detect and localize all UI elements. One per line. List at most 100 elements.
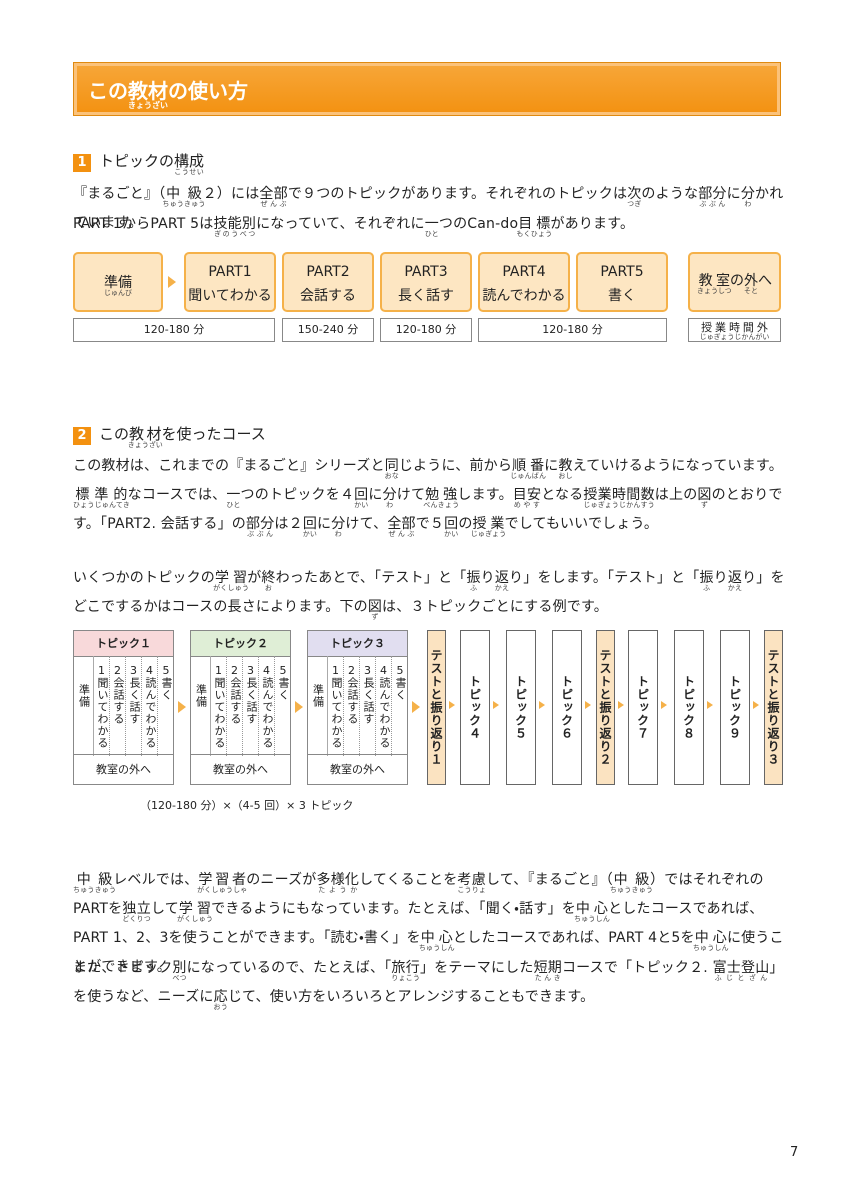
ruby-reading: じゅんび	[104, 289, 132, 297]
sequence-label: トピック９	[727, 675, 742, 740]
part-column: 2 会話する	[227, 656, 243, 756]
paragraph: この教材は、これまでの『まるごと』シリーズと同おなじように、前から順番じゅんばん…	[73, 452, 785, 539]
ruby-reading: じゅぎょう	[470, 530, 507, 538]
arrow	[295, 701, 303, 713]
ruby-base: 中心	[692, 930, 729, 946]
part-label: PART5	[600, 264, 644, 280]
paragraph: 『まるごと』（中級ちゅうきゅう２）には全部ぜんぶで９つのトピックがあります。それ…	[73, 180, 785, 238]
sequence-box: トピック７	[628, 630, 658, 785]
ruby-reading: おう	[213, 1003, 228, 1011]
sequence-label: トピック８	[681, 675, 696, 740]
duration: 150-240 分	[282, 318, 374, 342]
section-title: この教材きょうざいを使ったコース	[99, 423, 266, 449]
text: のような	[641, 186, 699, 202]
text: この教材は、これまでの『まるごと』シリーズと	[73, 458, 385, 474]
text: に	[544, 458, 559, 474]
text: できるようにもなっています。たとえば、「聞く・話す」を	[211, 901, 576, 917]
ruby-text: 短期たんき	[533, 960, 562, 982]
ruby-text: 順番じゅんばん	[510, 458, 546, 480]
text: へ	[757, 273, 772, 289]
ruby-base: 準備	[104, 275, 132, 291]
ruby-reading: ず	[367, 613, 383, 621]
part-column: 1 聞いてわかる	[211, 656, 227, 756]
ruby-reading: かい	[444, 530, 459, 538]
ruby-base: 構成	[174, 152, 205, 170]
part-box: PART4 読んでわかる	[478, 252, 570, 312]
sequence-label: テストと振り返り１	[429, 649, 443, 766]
part-name: 長く話す	[398, 288, 454, 304]
ruby-base: 多様化	[316, 872, 360, 888]
ruby-text: 技能別ぎのうべつ	[213, 216, 256, 238]
topic-title: トピック３	[308, 631, 407, 657]
arrow	[412, 701, 420, 713]
text: でしてもいいでしょう。	[504, 516, 659, 532]
ruby-base: 中級	[73, 872, 117, 888]
ruby-text: 多様化たようか	[316, 872, 360, 894]
ruby-text: 授業時間数じゅぎょうじかんすう	[583, 487, 654, 509]
text: が	[247, 570, 262, 586]
part-label: 会話する	[346, 677, 359, 725]
part-column: 5 書く	[158, 656, 174, 756]
ruby-base: 回	[302, 516, 318, 532]
ruby-text: 教おし	[558, 458, 573, 480]
ruby-reading: きょうしつ	[697, 287, 732, 295]
part-name: 読んでわかる	[482, 288, 566, 304]
part-label: 長く話す	[128, 677, 141, 725]
ruby-text: 分わ	[331, 516, 345, 538]
paragraph: 中級ちゅうきゅうレベルでは、学習者がくしゅうしゃのニーズが多様化たようかしてくる…	[73, 866, 785, 982]
ruby-reading: おし	[558, 472, 573, 480]
ruby-reading: つぎ	[627, 200, 642, 208]
ruby-base: 富士登山	[712, 960, 770, 976]
ruby-reading: ふ	[699, 584, 714, 592]
part-label: 聞いてわかる	[96, 677, 109, 749]
text: り」をします。「テスト」と「	[509, 570, 700, 586]
ruby-base: 全部	[387, 516, 416, 532]
text: つのCan-do	[438, 216, 519, 232]
part-number: 1	[215, 664, 222, 677]
arrow	[661, 701, 667, 709]
ruby-text: 終お	[261, 570, 275, 592]
ruby-text: 標準的ひょうじゅんてき	[73, 487, 130, 509]
ruby-reading: わ	[382, 501, 397, 509]
ruby-text: 中心ちゅうしん	[692, 930, 729, 952]
ruby-text: 応おう	[214, 989, 228, 1011]
section-heading: 1 トピックの構成こうせい	[73, 150, 205, 176]
sequence-box: トピック９	[720, 630, 750, 785]
ruby-text: 分わ	[741, 186, 755, 208]
ruby-reading: きょうざい	[127, 441, 163, 449]
text: 『まるごと』（	[73, 186, 166, 202]
ruby-reading: そと	[743, 287, 758, 295]
ruby-text: 一ひと	[226, 487, 241, 509]
text: けて、	[345, 516, 388, 532]
part-number: 3	[364, 664, 371, 677]
topic-box: トピック３ 準備 1 聞いてわかる 2 会話する 3 長く話す 4 読んでわかる 5 書く 教室の外へ	[307, 630, 408, 785]
text: してくることを	[359, 872, 458, 888]
duration: 120-180 分	[478, 318, 667, 342]
ruby-base: 分	[382, 487, 397, 503]
prep-column: 準備	[308, 656, 328, 756]
ruby-base: 短期	[533, 960, 562, 976]
ruby-base: 考慮	[457, 872, 487, 888]
ruby-text: 独立どくりつ	[122, 901, 151, 923]
ruby-text: 学習者がくしゅうしゃ	[197, 872, 248, 894]
paragraph: いくつかのトピックの学習がくしゅうが終おわったあとで、「テスト」と「振ふり返かえ…	[73, 564, 785, 622]
ruby-text: 中心ちゅうしん	[419, 930, 455, 952]
topic-box: トピック１ 準備 1 聞いてわかる 2 会話する 3 長く話す 4 読んでわかる 5 書く 教室の外へ	[73, 630, 174, 785]
ruby-base: 目安	[512, 487, 542, 503]
ruby-text: 構成こうせい	[174, 152, 205, 176]
text: としたコースであれば、PART 1、2、3を使うことができます。「読む・書く」を	[73, 901, 764, 946]
section-heading: 2 この教材きょうざいを使ったコース	[73, 423, 266, 449]
ruby-base: 学習者	[197, 872, 248, 888]
ruby-reading: じゅぎょうじかんすう	[583, 501, 655, 509]
ruby-base: 勉強	[423, 487, 460, 503]
ruby-reading: ぶぶん	[698, 200, 727, 208]
ruby-base: 一	[226, 487, 241, 503]
text: この	[88, 79, 128, 103]
ruby-text: 回かい	[354, 487, 368, 509]
ruby-reading: おな	[384, 472, 400, 480]
part-label: PART3	[404, 264, 448, 280]
text: は、３トピックごとにする例です。	[382, 599, 608, 615]
part-label: 読んでわかる	[261, 677, 274, 749]
sequence-box: トピック８	[674, 630, 704, 785]
part-number: 5	[279, 664, 287, 677]
